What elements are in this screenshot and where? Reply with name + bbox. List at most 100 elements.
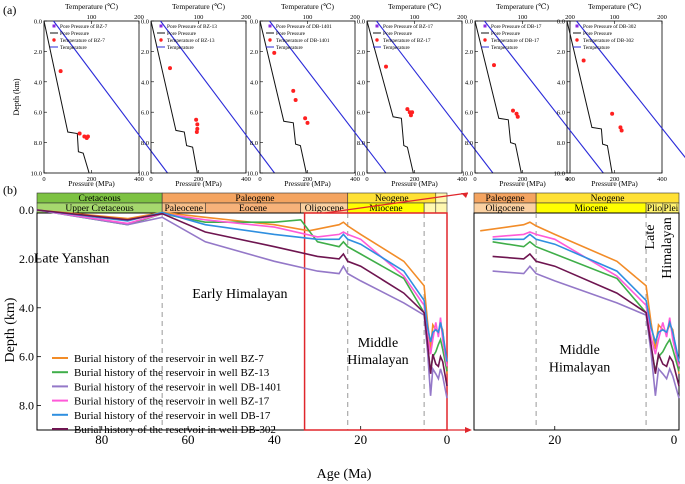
timescale-label: Plei	[664, 204, 679, 214]
legend-label: Burial history of the reservoir in well …	[74, 424, 276, 436]
legend-label: Pore Pressure	[167, 31, 197, 37]
legend-label: Temperature	[60, 45, 87, 51]
y-tick-label: 0.0	[19, 203, 34, 217]
x-tick-label: 200	[518, 176, 528, 183]
y-tick-label: 2.0	[34, 49, 42, 56]
pore-pressure-point	[511, 108, 515, 113]
pore-pressure-point	[85, 134, 90, 139]
zoom-burial-chart: Paleogene Neogene Oligocene Miocene Plio Plei…	[473, 192, 680, 447]
stage-annotation: Late Yanshan	[34, 252, 109, 267]
timescale-label: Paleogene	[235, 194, 274, 204]
pore-pressure-point	[194, 117, 199, 122]
temperature-line	[376, 20, 494, 174]
y-tick-label: 10.0	[138, 171, 149, 178]
stage-annotation: Late	[643, 225, 658, 250]
legend-marker	[375, 24, 379, 28]
legend-label: Pore Pressure of BZ-13	[167, 23, 217, 30]
y-tick-label: 4.0	[250, 79, 258, 86]
y-tick-label: 2.0	[19, 252, 34, 266]
legend-marker	[52, 24, 56, 28]
x-tick-label: 0	[444, 432, 451, 447]
x-tick-label: 0	[149, 176, 152, 183]
x2-tick-label: 200	[350, 14, 360, 21]
y-tick-label: 6.0	[465, 110, 473, 117]
y-tick-label: 4.0	[34, 79, 42, 86]
pore-pressure-point	[618, 125, 623, 130]
pore-pressure-point	[405, 107, 410, 112]
pressure-axis-title: Pressure (MPa)	[591, 179, 638, 188]
pore-pressure-point	[272, 50, 277, 55]
legend-marker	[159, 38, 163, 42]
pore-pressure-point	[408, 113, 413, 118]
y-tick-label: 10.0	[247, 171, 258, 178]
x2-tick-label: 200	[565, 14, 575, 21]
temperature-axis-title: Temperature (℃)	[388, 2, 442, 11]
x-tick-label: 40	[268, 432, 281, 447]
pressure-axis-title: Pressure (MPa)	[68, 179, 115, 188]
x2-tick-label: 100	[194, 14, 204, 21]
burial-curve-4	[492, 233, 680, 362]
pore-pressure-point	[410, 110, 415, 115]
y-tick-label: 2.0	[465, 49, 473, 56]
x-tick-label: 200	[194, 176, 204, 183]
pressure-axis-title: Pressure (MPa)	[499, 179, 546, 188]
y-tick-label: 6.0	[19, 350, 34, 364]
well-panel-db-302: 0.0 2.0 4.0 6.0 8.0 10.00 200 400 100 200 Temperat…	[554, 2, 685, 188]
y-tick-label: 8.0	[19, 399, 34, 413]
legend-label: Temperature of DB-302	[583, 37, 634, 44]
timescale-cell	[435, 202, 448, 214]
pore-pressure-point	[514, 111, 519, 116]
timescale-label: Oligocene	[305, 204, 344, 214]
temperature-axis-title: Temperature (℃)	[588, 2, 642, 11]
timescale-label: Upper Cretaceous	[65, 204, 134, 214]
legend-label: Pore Pressure of DB-17	[491, 23, 542, 30]
pore-pressure-line	[474, 20, 522, 174]
pore-pressure-point	[195, 126, 200, 131]
x-tick-label: 400	[241, 176, 251, 183]
timescale-label: Paleocene	[164, 204, 203, 214]
x2-tick-label: 200	[657, 14, 667, 21]
x2-tick-label: 100	[303, 14, 313, 21]
timescale-label: Miocene	[574, 204, 607, 214]
pore-pressure-point	[194, 129, 199, 134]
pressure-axis-title: Pressure (MPa)	[284, 179, 331, 188]
y-tick-label: 10.0	[462, 171, 473, 178]
pore-pressure-point	[168, 66, 172, 71]
main-burial-chart: Cretaceous Paleogene Neogene Upper Cretaceo…	[3, 192, 472, 482]
zoom-arrow-top	[324, 192, 469, 214]
legend-label: Burial history of the reservoir in well …	[74, 410, 271, 422]
legend-label: Temperature of DB-17	[491, 37, 540, 44]
temperature-axis-title: Temperature (℃)	[172, 2, 226, 11]
burial-curve-5	[36, 209, 448, 387]
pore-pressure-point	[291, 88, 296, 93]
x-tick-label: 0	[365, 176, 368, 183]
legend-label: Temperature of BZ-17	[383, 37, 431, 44]
y-tick-label: 2.0	[141, 49, 149, 56]
legend-marker	[268, 24, 272, 28]
depth-axis-title-a: Depth (km)	[12, 78, 21, 115]
legend-label: Temperature of BZ-7	[60, 37, 105, 44]
x2-tick-label: 100	[518, 14, 528, 21]
legend-marker	[575, 38, 579, 42]
legend-label: Temperature of BZ-13	[167, 37, 215, 44]
panel-b-label: (b)	[3, 183, 17, 197]
x-tick-label: 200	[610, 176, 620, 183]
plot-frame	[473, 212, 680, 431]
stage-annotation: Himalayan	[660, 217, 675, 278]
pore-pressure-line	[366, 20, 414, 174]
legend-label: Pore Pressure of BZ-17	[383, 23, 433, 30]
x2-tick-label: 200	[241, 14, 251, 21]
temperature-line	[53, 20, 168, 174]
burial-legend: Burial history of the reservoir in well …	[52, 353, 281, 436]
y-tick-label: 4.0	[557, 79, 565, 86]
temperature-line	[269, 20, 387, 174]
y-tick-label: 4.0	[141, 79, 149, 86]
timescale-label: Neogene	[591, 194, 625, 204]
stage-annotation: Middle	[358, 336, 398, 351]
timescale-label: Oligocene	[486, 204, 525, 214]
pore-pressure-point	[492, 63, 496, 68]
